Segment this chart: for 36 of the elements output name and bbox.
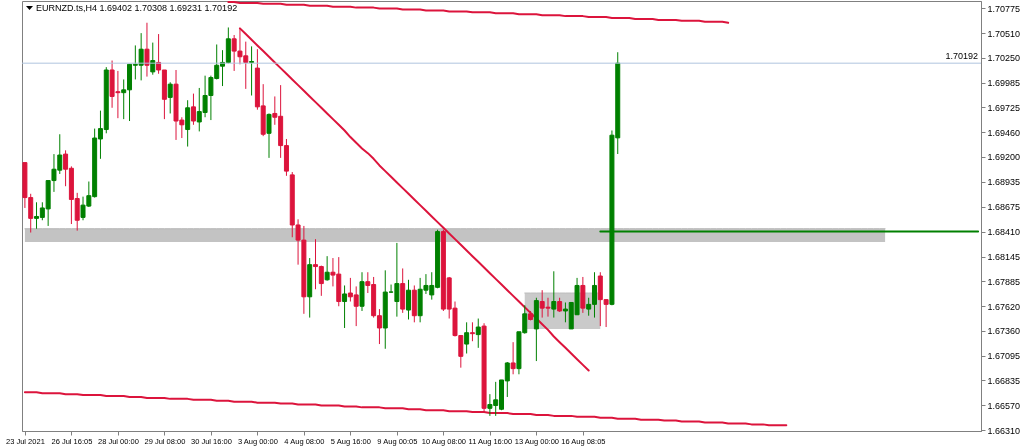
candlestick: [144, 22, 150, 78]
y-tick-label: 1.66570: [987, 400, 1021, 411]
candlestick: [185, 99, 191, 148]
y-tick-label: 1.68410: [987, 227, 1021, 238]
candlestick: [324, 255, 330, 282]
y-tick-label: 1.69985: [987, 78, 1021, 89]
y-tick-label: 1.70775: [987, 3, 1021, 14]
y-tick-label: 1.69725: [987, 102, 1021, 113]
y-tick-label: 1.67620: [987, 301, 1021, 312]
y-tick-label: 1.67095: [987, 351, 1021, 362]
y-tick-label: 1.68935: [987, 177, 1021, 188]
candlestick: [551, 270, 557, 319]
y-tick-label: 1.68145: [987, 252, 1021, 263]
candlestick: [266, 112, 272, 159]
y-tick-label: 1.66835: [987, 375, 1021, 386]
candlestick: [167, 81, 173, 114]
y-tick-label: 1.67360: [987, 326, 1021, 337]
y-tick-label: 1.66310: [987, 425, 1021, 436]
candlestick: [342, 284, 348, 329]
candlestick: [464, 321, 470, 355]
candlestick: [249, 45, 255, 97]
chart-title: EURNZD.ts,H4 1.69402 1.70308 1.69231 1.70192: [36, 3, 238, 13]
candlestick: [406, 279, 412, 320]
y-tick-label: 1.68675: [987, 202, 1021, 213]
ref-line-label: 1.70192: [945, 51, 979, 62]
y-tick-label: 1.70510: [987, 28, 1021, 39]
candlestick: [580, 276, 586, 314]
candlestick: [475, 318, 481, 349]
y-tick-label: 1.69200: [987, 152, 1021, 163]
y-tick-label: 1.70250: [987, 53, 1021, 64]
candlestick: [150, 42, 156, 76]
candlestick: [469, 321, 475, 342]
candlestick: [510, 341, 516, 375]
y-tick-label: 1.67885: [987, 276, 1021, 287]
y-tick-label: 1.69460: [987, 127, 1021, 138]
candlestick: [190, 93, 196, 126]
